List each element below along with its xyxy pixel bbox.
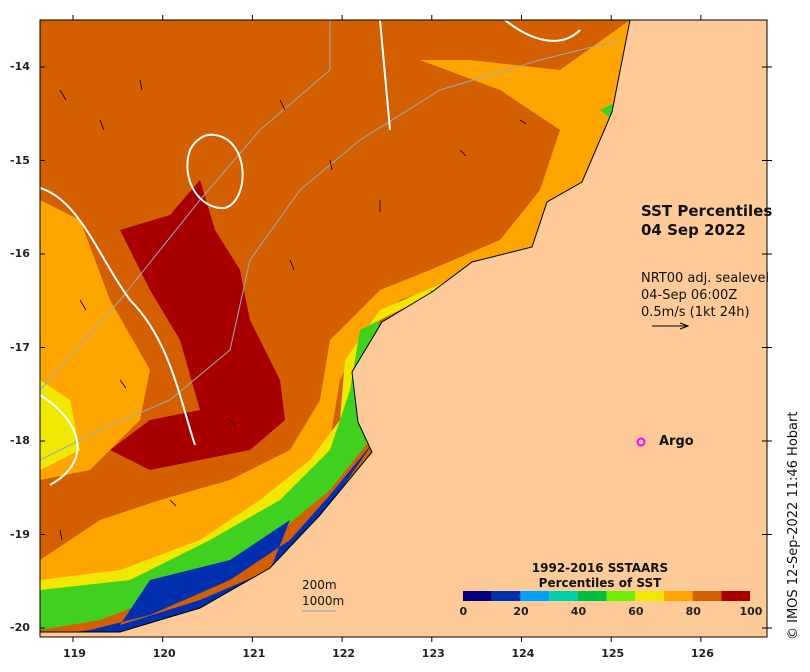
argo-label: Argo — [659, 434, 694, 449]
colorbar-tick-label: 0 — [459, 605, 468, 618]
colorbar — [463, 591, 750, 601]
argo-float-marker — [636, 437, 646, 447]
current-info: NRT00 adj. sealevel 04-Sep 06:00Z 0.5m/s (… — [641, 271, 770, 320]
colorbar-tick-label: 40 — [570, 605, 587, 618]
map-frame — [39, 19, 768, 638]
colorbar-segment — [491, 591, 521, 601]
map-title: SST Percentiles 04 Sep 2022 — [641, 202, 773, 239]
colorbar-segment — [463, 591, 492, 601]
colorbar-title: 1992-2016 SSTAARS Percentiles of SST — [531, 561, 669, 590]
colorbar-tick-label: 80 — [685, 605, 701, 618]
depth-legend: 200m 1000m — [302, 578, 345, 608]
lat-tick-label: -20 — [10, 621, 30, 634]
colorbar-tick-label: 20 — [513, 605, 529, 618]
orange-band — [40, 20, 640, 620]
colorbar-segment — [663, 591, 693, 601]
lon-tick-label: 124 — [511, 647, 535, 660]
colorbar-segment — [606, 591, 636, 601]
colorbar-tick-label: 60 — [628, 605, 644, 618]
warm-anomaly-region — [110, 180, 285, 470]
lon-tick-label: 122 — [332, 647, 356, 660]
lon-tick-label: 126 — [690, 647, 714, 660]
lat-tick-label: -16 — [10, 247, 30, 260]
lon-tick-label: 121 — [242, 647, 266, 660]
lon-tick-label: 125 — [601, 647, 625, 660]
colorbar-segment — [635, 591, 664, 601]
lat-tick-label: -17 — [10, 340, 30, 354]
land — [40, 20, 767, 637]
bathymetry-contour — [40, 20, 621, 461]
lat-tick-label: -15 — [10, 153, 30, 167]
lat-tick-label: -19 — [10, 527, 30, 541]
lon-tick-label: 120 — [152, 647, 176, 660]
credit-text: © IMOS 12-Sep-2022 11:46 Hobart — [786, 411, 801, 640]
current-vectors — [59, 79, 527, 541]
sea-level-contour — [40, 20, 581, 486]
colorbar-segment — [577, 591, 607, 601]
lat-tick-label: -18 — [10, 434, 30, 447]
lon-tick-label: 119 — [63, 647, 86, 660]
colorbar-segment — [721, 591, 750, 601]
colorbar-segment — [520, 591, 550, 601]
lon-tick-label: 123 — [421, 647, 445, 660]
colorbar-tick-label: 100 — [739, 605, 763, 618]
colorbar-segment — [549, 591, 578, 601]
lat-tick-label: -14 — [10, 60, 30, 73]
colorbar-segment — [692, 591, 722, 601]
